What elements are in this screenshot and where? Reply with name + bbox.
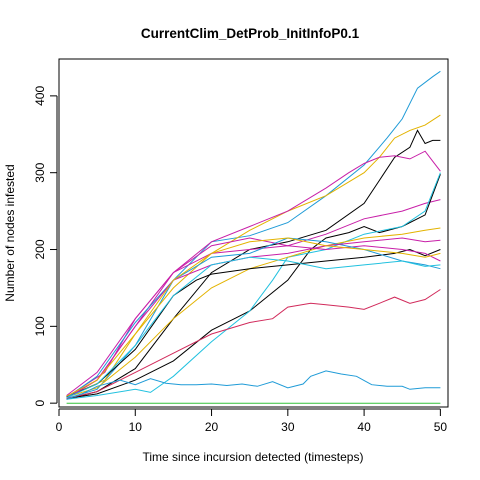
x-tick-label-0: 0 (56, 420, 63, 434)
series-line-14 (66, 256, 441, 399)
y-tick-label-0: 0 (33, 400, 47, 407)
y-axis-label: Number of nodes infested (3, 164, 17, 301)
x-tick-label-30: 30 (281, 420, 295, 434)
x-tick-label-40: 40 (357, 420, 371, 434)
y-tick-label-200: 200 (33, 239, 47, 259)
x-tick-label-20: 20 (205, 420, 219, 434)
chart-title: CurrentClim_DetProb_InitInfoP0.1 (141, 26, 360, 41)
series-line-13 (66, 289, 441, 399)
x-axis: 0 10 20 30 40 50 (56, 408, 448, 434)
series-line-15 (66, 370, 441, 400)
y-tick-label-300: 300 (33, 162, 47, 182)
series-line-6 (66, 174, 441, 399)
x-tick-label-10: 10 (129, 420, 143, 434)
series-line-2 (66, 114, 441, 398)
series-line-9 (66, 248, 441, 398)
series-line-11 (66, 237, 441, 399)
series-line-5 (66, 199, 441, 399)
series-line-7 (66, 172, 441, 400)
y-axis: 0 100 200 300 400 (33, 86, 58, 407)
x-tick-label-50: 50 (434, 420, 448, 434)
series-line-8 (66, 227, 441, 398)
series-line-17 (66, 237, 441, 397)
y-tick-label-400: 400 (33, 86, 47, 106)
x-axis-label: Time since incursion detected (timesteps… (143, 450, 364, 464)
series-line-3 (66, 129, 441, 400)
series-line-12 (66, 237, 441, 399)
plot-frame (58, 58, 449, 408)
y-tick-label-100: 100 (33, 316, 47, 336)
series-line-1 (66, 70, 441, 399)
series-line-10 (66, 245, 441, 396)
series-layer (66, 70, 441, 404)
